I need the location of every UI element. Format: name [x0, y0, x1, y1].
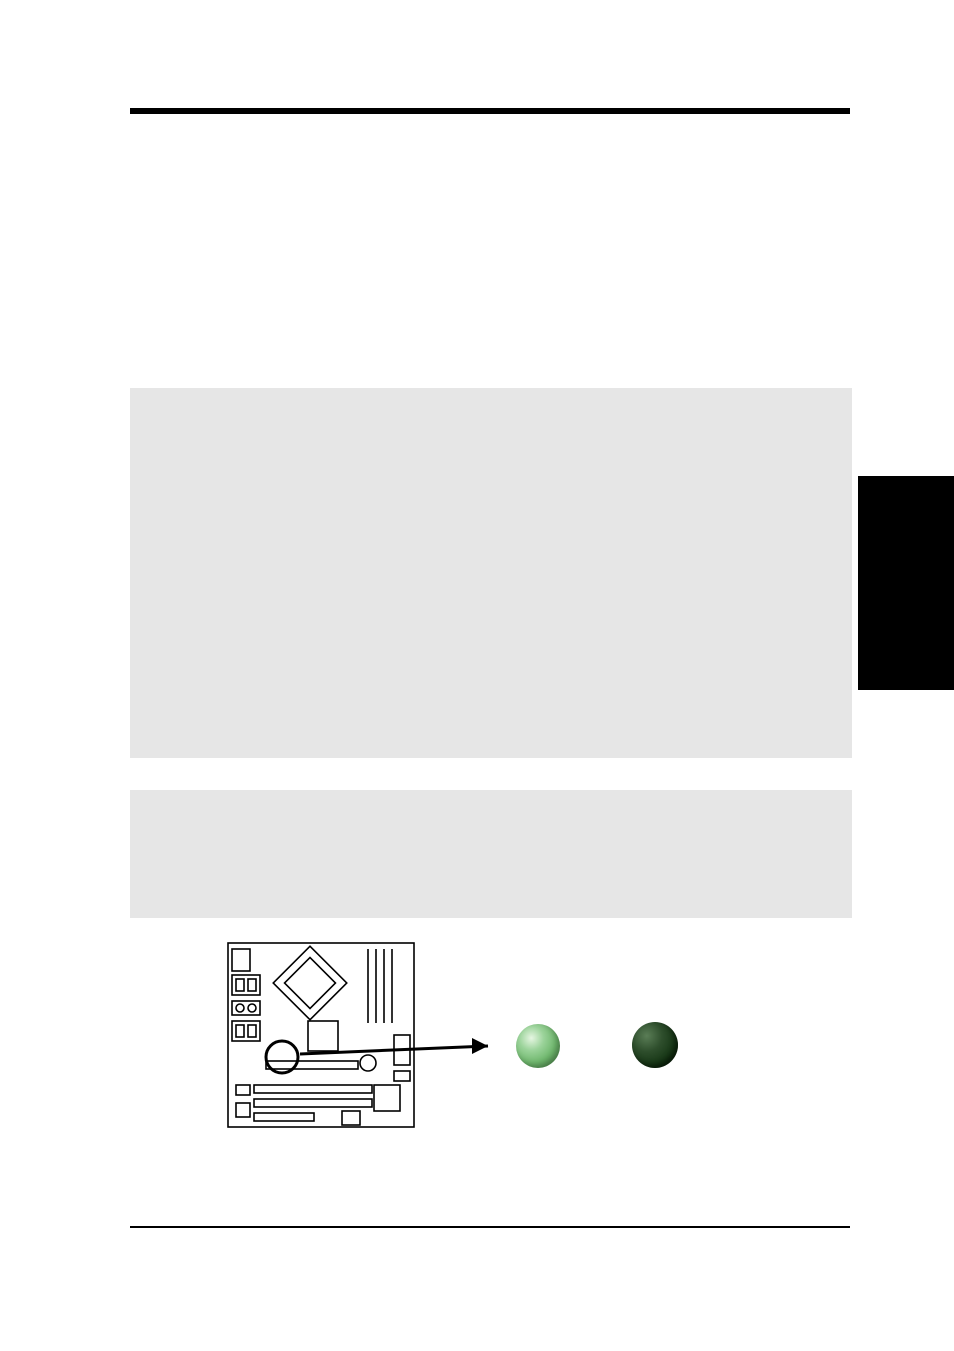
header-rule: [130, 108, 850, 114]
led-off-icon: [632, 1022, 678, 1068]
manual-page: ON OFF 954 1351: [0, 0, 954, 1351]
footer-rule: [130, 1226, 850, 1228]
callout-box-top: [130, 388, 852, 758]
callout-box-bottom: [130, 790, 852, 918]
pointer-arrow: [300, 1030, 510, 1070]
section-side-tab: [858, 476, 954, 690]
led-on-icon: [516, 1024, 560, 1068]
